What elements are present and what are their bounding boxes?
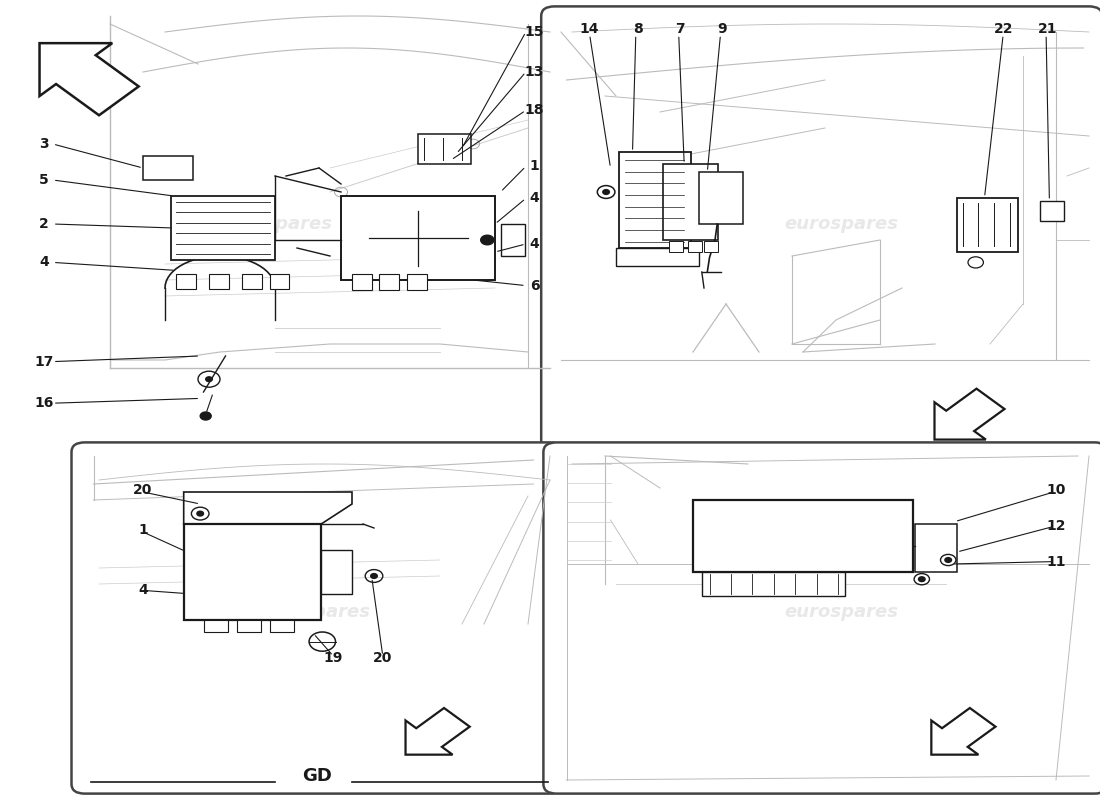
Circle shape xyxy=(197,511,204,516)
FancyBboxPatch shape xyxy=(619,152,691,248)
Text: 13: 13 xyxy=(525,65,544,79)
FancyBboxPatch shape xyxy=(688,241,702,252)
Text: 22: 22 xyxy=(993,22,1013,36)
FancyBboxPatch shape xyxy=(500,224,525,256)
Text: 7: 7 xyxy=(675,22,684,36)
FancyBboxPatch shape xyxy=(541,6,1100,454)
Text: 16: 16 xyxy=(34,396,54,410)
Text: 3: 3 xyxy=(40,137,48,151)
Text: 20: 20 xyxy=(373,650,393,665)
Circle shape xyxy=(371,574,377,578)
FancyBboxPatch shape xyxy=(176,274,196,289)
Polygon shape xyxy=(40,43,139,115)
FancyBboxPatch shape xyxy=(209,274,229,289)
FancyBboxPatch shape xyxy=(704,241,718,252)
Text: 14: 14 xyxy=(580,22,600,36)
Text: 9: 9 xyxy=(717,22,726,36)
Polygon shape xyxy=(184,492,352,524)
Text: 15: 15 xyxy=(525,25,544,39)
FancyBboxPatch shape xyxy=(242,274,262,289)
Text: eurospares: eurospares xyxy=(218,215,332,233)
FancyBboxPatch shape xyxy=(72,442,563,794)
Circle shape xyxy=(603,190,609,194)
FancyBboxPatch shape xyxy=(270,620,294,632)
FancyBboxPatch shape xyxy=(543,442,1100,794)
FancyBboxPatch shape xyxy=(702,572,845,596)
FancyBboxPatch shape xyxy=(698,172,742,224)
FancyBboxPatch shape xyxy=(352,274,372,290)
Text: 12: 12 xyxy=(1046,519,1066,534)
Text: 4: 4 xyxy=(139,583,147,598)
FancyBboxPatch shape xyxy=(321,550,352,594)
Circle shape xyxy=(481,235,494,245)
FancyBboxPatch shape xyxy=(379,274,399,290)
Text: 4: 4 xyxy=(530,191,539,206)
Text: eurospares: eurospares xyxy=(784,603,899,621)
Text: eurospares: eurospares xyxy=(256,603,371,621)
FancyBboxPatch shape xyxy=(270,274,289,289)
FancyBboxPatch shape xyxy=(957,198,1018,252)
Text: 19: 19 xyxy=(323,650,343,665)
Polygon shape xyxy=(935,389,1004,439)
FancyBboxPatch shape xyxy=(341,196,495,280)
FancyBboxPatch shape xyxy=(669,241,683,252)
FancyBboxPatch shape xyxy=(170,196,275,260)
Text: 1: 1 xyxy=(139,522,147,537)
Circle shape xyxy=(918,577,925,582)
FancyBboxPatch shape xyxy=(184,524,321,620)
FancyBboxPatch shape xyxy=(418,134,471,164)
Text: 20: 20 xyxy=(133,482,153,497)
FancyBboxPatch shape xyxy=(915,524,957,572)
FancyBboxPatch shape xyxy=(143,156,192,180)
FancyBboxPatch shape xyxy=(616,248,699,266)
FancyBboxPatch shape xyxy=(693,500,913,572)
FancyBboxPatch shape xyxy=(236,620,261,632)
FancyBboxPatch shape xyxy=(1040,201,1064,221)
Text: 4: 4 xyxy=(530,237,539,251)
Text: 8: 8 xyxy=(634,22,642,36)
Text: 11: 11 xyxy=(1046,554,1066,569)
Text: 6: 6 xyxy=(530,278,539,293)
FancyBboxPatch shape xyxy=(663,164,718,240)
Text: GD: GD xyxy=(301,767,332,785)
Text: eurospares: eurospares xyxy=(784,215,899,233)
Text: 5: 5 xyxy=(40,173,48,187)
Text: 10: 10 xyxy=(1046,482,1066,497)
Circle shape xyxy=(200,412,211,420)
Text: 21: 21 xyxy=(1037,22,1057,36)
Polygon shape xyxy=(932,708,996,754)
Polygon shape xyxy=(406,708,470,754)
Text: 4: 4 xyxy=(40,255,48,270)
Text: 2: 2 xyxy=(40,217,48,231)
Circle shape xyxy=(945,558,952,562)
Text: 18: 18 xyxy=(525,103,544,118)
Text: 1: 1 xyxy=(530,159,539,174)
Circle shape xyxy=(206,377,212,382)
FancyBboxPatch shape xyxy=(407,274,427,290)
Text: 17: 17 xyxy=(34,354,54,369)
FancyBboxPatch shape xyxy=(204,620,228,632)
